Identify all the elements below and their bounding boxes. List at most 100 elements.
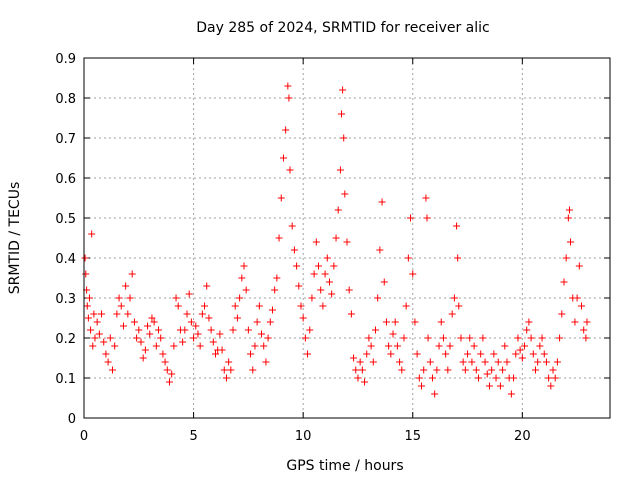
data-point xyxy=(423,214,431,222)
data-point xyxy=(282,126,290,134)
data-point xyxy=(312,238,320,246)
data-point xyxy=(82,270,90,278)
data-point xyxy=(310,270,318,278)
data-point xyxy=(521,342,529,350)
data-point xyxy=(499,366,507,374)
data-point xyxy=(286,166,294,174)
data-point xyxy=(393,342,401,350)
data-point xyxy=(165,378,173,386)
data-point xyxy=(122,282,130,290)
data-point xyxy=(170,342,178,350)
data-point xyxy=(409,270,417,278)
data-point xyxy=(273,274,281,282)
data-point xyxy=(233,314,241,322)
data-point xyxy=(126,294,134,302)
data-point xyxy=(139,354,147,362)
data-point xyxy=(389,330,397,338)
data-point xyxy=(328,290,336,298)
data-point xyxy=(367,342,375,350)
data-point xyxy=(396,358,404,366)
data-point xyxy=(340,134,348,142)
data-point xyxy=(179,338,187,346)
data-point xyxy=(492,374,500,382)
data-point xyxy=(315,262,323,270)
data-point xyxy=(275,234,283,242)
data-point xyxy=(547,382,555,390)
data-point xyxy=(144,322,152,330)
data-point xyxy=(242,286,250,294)
data-point xyxy=(102,350,110,358)
data-point xyxy=(330,262,338,270)
data-point xyxy=(212,350,219,358)
data-point xyxy=(564,214,572,222)
data-point xyxy=(279,154,287,162)
data-point xyxy=(488,366,496,374)
data-point xyxy=(253,318,261,326)
data-point xyxy=(339,86,347,94)
data-point xyxy=(135,326,143,334)
data-point xyxy=(91,334,99,342)
data-point xyxy=(183,310,191,318)
data-point xyxy=(271,286,279,294)
data-point xyxy=(545,374,553,382)
data-point xyxy=(365,334,373,342)
data-point xyxy=(466,334,474,342)
data-point xyxy=(523,326,531,334)
data-point xyxy=(222,374,230,382)
data-point xyxy=(457,334,465,342)
data-point xyxy=(363,350,371,358)
data-point xyxy=(198,310,206,318)
data-point xyxy=(192,322,200,330)
data-point xyxy=(345,286,353,294)
data-point xyxy=(181,326,189,334)
data-point xyxy=(558,310,566,318)
y-axis-label: SRMTID / TECUs xyxy=(7,182,23,295)
y-tick-label: 0 xyxy=(68,412,76,427)
data-point xyxy=(220,366,228,374)
data-point xyxy=(124,310,132,318)
data-point xyxy=(150,318,158,326)
data-point xyxy=(100,338,108,346)
data-point xyxy=(527,334,535,342)
data-point xyxy=(104,358,112,366)
data-point xyxy=(580,326,588,334)
data-point xyxy=(575,262,583,270)
data-point xyxy=(185,290,193,298)
data-point xyxy=(439,334,447,342)
data-point xyxy=(113,310,121,318)
data-point xyxy=(529,350,537,358)
data-point xyxy=(159,350,167,358)
x-tick-label: 10 xyxy=(295,429,312,444)
data-point xyxy=(553,358,561,366)
data-point xyxy=(84,314,92,322)
data-point xyxy=(468,358,476,366)
data-point xyxy=(424,334,432,342)
data-point xyxy=(130,318,138,326)
data-point xyxy=(251,342,259,350)
data-point xyxy=(378,198,386,206)
y-tick-label: 0.4 xyxy=(55,252,76,267)
data-point xyxy=(455,302,463,310)
data-point xyxy=(398,366,406,374)
data-point xyxy=(174,302,182,310)
data-point xyxy=(494,358,502,366)
data-point xyxy=(413,350,421,358)
data-point xyxy=(168,370,176,378)
data-point xyxy=(306,326,314,334)
data-point xyxy=(194,330,202,338)
data-point xyxy=(205,314,213,322)
data-point xyxy=(485,382,493,390)
data-point xyxy=(89,342,97,350)
data-point xyxy=(556,334,564,342)
data-point xyxy=(229,326,237,334)
data-point xyxy=(338,110,346,118)
data-point xyxy=(152,342,160,350)
data-point xyxy=(137,338,145,346)
data-point xyxy=(88,230,96,238)
data-point xyxy=(404,254,412,262)
data-point xyxy=(518,354,526,362)
data-point xyxy=(407,214,415,222)
y-tick-label: 0.7 xyxy=(55,132,76,147)
data-point xyxy=(284,82,292,90)
data-points xyxy=(81,82,591,398)
